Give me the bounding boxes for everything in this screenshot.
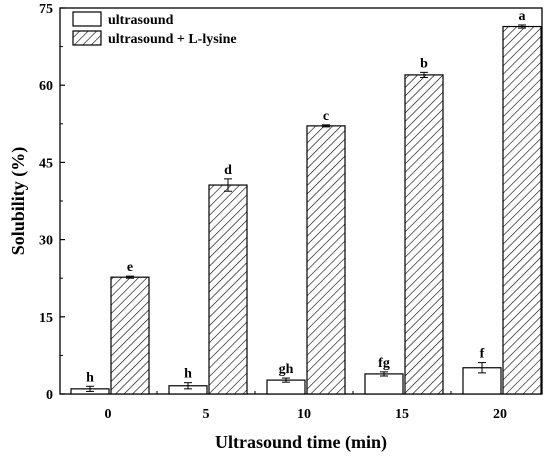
y-tick-label: 15: [39, 311, 53, 326]
legend: ultrasound ultrasound + L-lysine: [72, 11, 237, 47]
y-tick-label: 30: [39, 234, 53, 249]
bar-ultrasound-lysine: [502, 25, 542, 395]
x-tick-label: 5: [203, 407, 210, 422]
bar-ultrasound-lysine: [110, 276, 150, 395]
legend-swatch-ultrasound-lysine: [72, 30, 102, 46]
y-tick-label: 0: [46, 388, 53, 403]
bar-ultrasound-lysine: [208, 184, 248, 395]
significance-letter: c: [323, 109, 329, 124]
y-tick-label: 75: [39, 2, 53, 17]
bar-ultrasound-lysine: [306, 125, 346, 395]
chart-marks: 0 15 30 45 60 75 0 5 10 15 20 h h gh fg f e d c b a: [39, 2, 542, 422]
y-tick-label: 60: [39, 79, 53, 94]
significance-letter: f: [480, 347, 485, 362]
significance-letter: gh: [279, 362, 294, 377]
x-tick-label: 20: [493, 407, 507, 422]
x-tick-label: 15: [395, 407, 409, 422]
bar-ultrasound: [364, 373, 404, 395]
x-axis-title: Ultrasound time (min): [215, 432, 387, 453]
significance-letter: b: [420, 56, 428, 71]
significance-letter: e: [127, 260, 133, 275]
legend-label-ultrasound: ultrasound: [108, 13, 174, 28]
significance-letter: h: [184, 367, 192, 382]
significance-letter: fg: [378, 356, 390, 371]
x-tick-label: 0: [105, 407, 112, 422]
y-axis-title: Solubility (%): [8, 147, 29, 256]
significance-letter: d: [224, 163, 232, 178]
significance-letter: h: [86, 370, 94, 385]
x-tick-label: 10: [297, 407, 311, 422]
bar-ultrasound-lysine: [404, 74, 444, 395]
legend-label-ultrasound-lysine: ultrasound + L-lysine: [108, 32, 237, 47]
significance-letter: a: [519, 9, 526, 24]
legend-swatch-ultrasound: [72, 11, 102, 27]
y-tick-label: 45: [39, 156, 53, 171]
